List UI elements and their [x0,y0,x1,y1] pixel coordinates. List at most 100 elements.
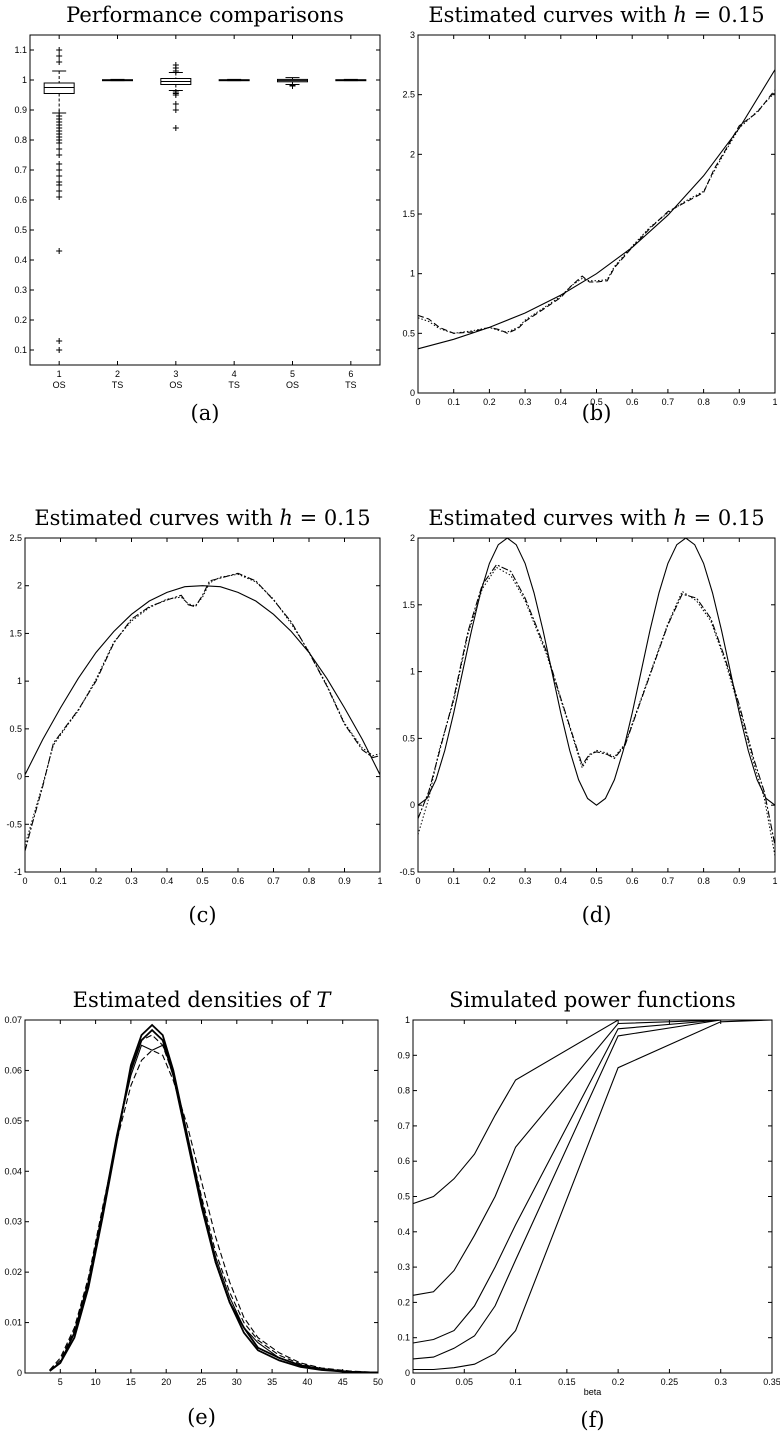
y-tick-label: -1 [14,867,22,877]
outlier-point [56,173,63,179]
outlier-point [56,248,63,254]
outlier-point [56,47,63,53]
y-tick-label: 0.1 [14,345,27,355]
panel-label-c: (c) [188,903,216,927]
y-tick-label: 1 [405,1015,410,1025]
outlier-point [56,59,63,65]
box-4 [218,78,250,82]
box-iqr [43,82,75,94]
series-line-3 [417,91,776,334]
x-tick-label: 0.8 [697,397,710,407]
x-tick-label: 50 [373,1377,383,1387]
y-tick-label: 1.5 [402,600,415,610]
box-5 [277,77,308,89]
series-line-5 [49,1034,379,1374]
panel-b: Estimated curves with h = 0.15 (b) 0 0.5 1 1.… [402,3,777,425]
y-tick-label: -0.5 [399,867,415,877]
chart-title-f: Simulated power functions [449,988,736,1012]
series-line-2 [417,564,776,846]
plot-frame-c [24,537,381,873]
outlier-point [289,83,296,89]
y-tick-label: 0.8 [397,1086,410,1096]
y-tick-label: 0.4 [397,1227,410,1237]
box-2 [102,78,133,82]
outlier-point [56,188,63,194]
outlier-point [172,125,179,131]
chart-title-c: Estimated curves with h = 0.15 [34,506,370,530]
y-tick-label: 0.3 [397,1262,410,1272]
x-tick-label: 4 [232,369,237,379]
x-tick-label: 0.6 [626,397,639,407]
x-tick-label: 1 [772,397,777,407]
y-tick-label: 1.1 [14,45,27,55]
x-tick-label: 2 [115,369,120,379]
outlier-point [56,152,63,158]
x-tick-label: 5 [290,369,295,379]
y-tick-label: 0.8 [14,135,27,145]
y-tick-label: 0.04 [4,1166,22,1176]
series-line-3 [417,566,776,857]
y-tick-label: 0.5 [402,328,415,338]
x-tick-label: 0.7 [267,876,280,886]
series-line-4 [412,1019,772,1360]
x-tick-label: 0.9 [733,876,746,886]
plot-frame-b [417,34,776,394]
x-tick-label: 0.2 [483,876,496,886]
y-tick-label: 0.7 [14,165,27,175]
series-line-5 [413,1019,773,1371]
x-tick-label: 0 [410,1377,415,1387]
x-tick-label: 1 [772,876,777,886]
y-tick-label: 0.2 [14,315,27,325]
x-tick-label: 0.1 [447,397,460,407]
chart-title-a: Performance comparisons [66,3,344,27]
series-line-1 [49,1028,379,1374]
y-tick-label: 0.01 [4,1318,22,1328]
x-tick-label: 0.5 [196,876,209,886]
x-tick-label: 40 [302,1377,312,1387]
x-tick-label: 0.2 [90,876,103,886]
series-line-2 [412,1019,772,1296]
y-tick-label: 1 [22,75,27,85]
outlier-point [56,338,63,344]
outlier-point [172,107,179,113]
x-tick-label: 0.3 [714,1377,727,1387]
x-tick-label: 0.2 [483,397,496,407]
y-tick-label: 1 [410,667,415,677]
x-tick-label: 25 [196,1377,206,1387]
series-line-2 [417,89,776,334]
x-axis-label: beta [584,1387,602,1397]
plot-frame-f [412,1019,773,1374]
y-tick-label: 0.1 [397,1333,410,1343]
y-tick-label: 0.02 [4,1267,22,1277]
outlier-point [56,140,63,146]
y-tick-label: 2.5 [9,533,22,543]
x-tick-label: 0.1 [54,876,67,886]
x-tick-sublabel: TS [228,380,240,390]
y-tick-label: 0.6 [14,195,27,205]
series-line-1 [417,69,776,350]
series-line-1 [412,1019,772,1205]
y-tick-label: 1 [17,676,22,686]
y-tick-label: 0.5 [402,733,415,743]
chart-title-d: Estimated curves with h = 0.15 [428,506,764,530]
x-tick-label: 0.1 [447,876,460,886]
x-tick-sublabel: OS [286,380,299,390]
x-tick-sublabel: OS [53,380,66,390]
panel-f: Simulated power functions (f) 0 0.1 0.2 0.3 0.… [397,988,780,1432]
y-tick-label: 0 [410,800,415,810]
x-tick-label: 0.1 [509,1377,522,1387]
x-tick-label: 0.9 [338,876,351,886]
outlier-point [56,146,63,152]
chart-title-b: Estimated curves with h = 0.15 [428,3,764,27]
y-tick-label: 0.4 [14,255,27,265]
y-tick-label: 2 [410,149,415,159]
box-6 [335,78,367,82]
x-tick-label: 0.35 [763,1377,780,1387]
y-tick-label: 0.5 [14,225,27,235]
series-line-2 [24,572,381,852]
outlier-point [56,194,63,200]
y-tick-label: 0.03 [4,1217,22,1227]
series-line-2 [49,1023,379,1374]
series-line-3 [24,573,381,846]
box-1 [43,47,75,353]
